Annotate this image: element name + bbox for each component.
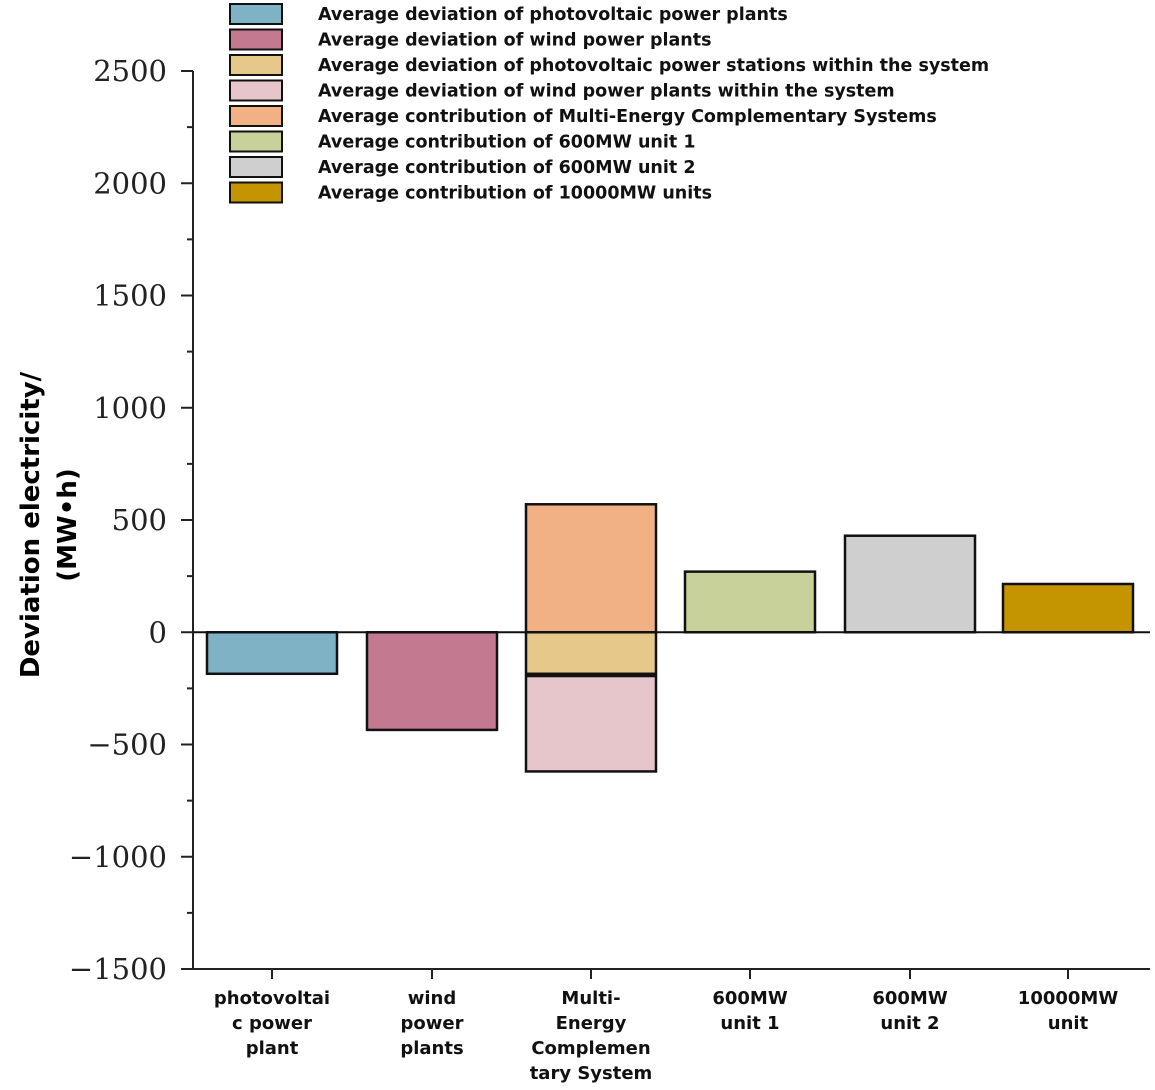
legend: Average deviation of photovoltaic power … bbox=[229, 3, 989, 204]
x-tick-label-line: c power bbox=[232, 1013, 312, 1034]
legend-label: Average deviation of wind power plants w… bbox=[318, 82, 895, 102]
x-tick-label: Multi- Energy Complemen tary System bbox=[530, 988, 653, 1084]
x-tick-label-line: unit 1 bbox=[720, 1013, 779, 1034]
x-tick-label-line: wind bbox=[408, 988, 457, 1009]
x-tick-label-line: tary System bbox=[530, 1063, 653, 1084]
bar-1 bbox=[205, 631, 339, 676]
y-tick-label: −1500 bbox=[69, 952, 167, 986]
legend-swatch bbox=[229, 28, 283, 51]
x-tick-label-line: plant bbox=[246, 1038, 299, 1059]
legend-swatch bbox=[229, 130, 283, 153]
x-tick-label-line: plants bbox=[400, 1038, 463, 1059]
legend-swatch bbox=[229, 3, 283, 25]
legend-swatch bbox=[229, 79, 283, 102]
legend-label: Average contribution of 10000MW units bbox=[318, 184, 712, 204]
legend-label: Average deviation of photovoltaic power … bbox=[318, 56, 989, 76]
x-tick-label: 600MW unit 2 bbox=[872, 988, 947, 1034]
y-tick-label: 500 bbox=[112, 503, 167, 537]
bars bbox=[205, 503, 1135, 773]
x-tick-label-line: 600MW bbox=[872, 988, 947, 1009]
y-tick-label: 2500 bbox=[93, 54, 167, 88]
y-axis-title: Deviation electricity/(MW•h) bbox=[16, 371, 83, 678]
y-tick-label: 1500 bbox=[93, 279, 167, 313]
y-tick-label: −1000 bbox=[69, 840, 167, 874]
x-tick-label-line: 10000MW bbox=[1018, 988, 1119, 1009]
bar-2 bbox=[365, 631, 499, 732]
bar-8 bbox=[1001, 582, 1135, 634]
x-tick-label: 10000MW unit bbox=[1018, 988, 1119, 1034]
y-tick-label: −500 bbox=[87, 728, 167, 762]
x-tick-labels: photovoltai c power plant wind power plants Mu… bbox=[214, 988, 1118, 1084]
x-tick-label-line: unit 2 bbox=[880, 1013, 939, 1034]
legend-label: Average deviation of photovoltaic power … bbox=[318, 5, 788, 25]
x-tick-label: wind power plants bbox=[400, 988, 463, 1059]
legend-label: Average contribution of 600MW unit 1 bbox=[318, 133, 696, 153]
legend-label: Average contribution of Multi-Energy Com… bbox=[318, 107, 937, 127]
x-tick-label-line: unit bbox=[1048, 1013, 1089, 1034]
axes: −1500 −1000 −500 0 500 1000 1500 2000 2500 bbox=[69, 54, 1150, 986]
x-tick-label-line: Multi- bbox=[561, 988, 620, 1009]
y-tick-label: 1000 bbox=[93, 391, 167, 425]
bar-3 bbox=[524, 631, 658, 676]
bar-4 bbox=[524, 674, 658, 773]
y-axis-title-group: Deviation electricity/(MW•h) bbox=[16, 371, 83, 678]
x-tick-label-line: 600MW bbox=[712, 988, 787, 1009]
legend-swatch bbox=[229, 156, 283, 178]
x-tick-label: photovoltai c power plant bbox=[214, 988, 330, 1059]
legend-swatch bbox=[229, 54, 283, 76]
x-tick-label-line: power bbox=[401, 1013, 464, 1034]
legend-label: Average contribution of 600MW unit 2 bbox=[318, 158, 696, 178]
y-axis-title-line2: (MW•h) bbox=[53, 468, 83, 581]
x-tick-label-line: Complemen bbox=[531, 1038, 650, 1059]
legend-swatch bbox=[229, 181, 283, 204]
legend-label: Average deviation of wind power plants bbox=[318, 31, 712, 51]
y-tick-label: 0 bbox=[149, 615, 167, 649]
bar-6 bbox=[683, 570, 817, 634]
bar-7 bbox=[843, 534, 977, 634]
x-tick-label-line: photovoltai bbox=[214, 988, 330, 1009]
legend-swatch bbox=[229, 105, 283, 127]
y-tick-label: 2000 bbox=[93, 166, 167, 200]
y-axis-title-line1: Deviation electricity/ bbox=[16, 371, 46, 678]
x-tick-label-line: Energy bbox=[556, 1013, 627, 1034]
x-tick-label: 600MW unit 1 bbox=[712, 988, 787, 1034]
bar-5 bbox=[524, 503, 658, 634]
